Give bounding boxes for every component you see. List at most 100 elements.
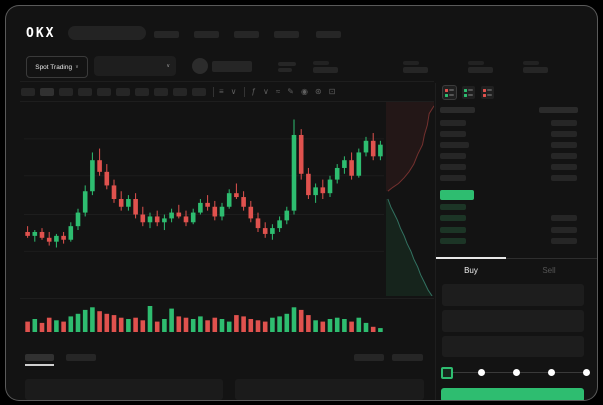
volume-bar xyxy=(126,319,131,332)
nav-item[interactable] xyxy=(316,31,341,38)
candle-body xyxy=(147,216,153,223)
amount-slider[interactable] xyxy=(441,367,590,379)
candle-body xyxy=(241,197,246,207)
book-bids-icon[interactable] xyxy=(462,86,475,99)
camera-icon[interactable]: ◉ xyxy=(300,87,308,96)
candle-body xyxy=(262,228,268,234)
symbol-selector[interactable]: ∨ xyxy=(94,56,176,76)
bid-row-price[interactable] xyxy=(440,215,466,222)
timeframe-button[interactable] xyxy=(78,88,92,96)
buy-submit-button[interactable] xyxy=(441,388,584,400)
chart-type-icon[interactable]: ≡ xyxy=(219,87,224,96)
chevron-down-icon[interactable]: ∨ xyxy=(262,87,269,96)
slider-stop[interactable] xyxy=(548,369,555,376)
timeframe-button[interactable] xyxy=(135,88,149,96)
volume-bar xyxy=(140,320,146,332)
candle-body xyxy=(226,193,232,207)
candle-body xyxy=(140,214,146,223)
history-panel xyxy=(235,379,424,400)
volume-bar xyxy=(363,322,369,332)
nav-item[interactable] xyxy=(194,31,219,38)
ask-row-amount[interactable] xyxy=(551,153,577,159)
nav-item[interactable] xyxy=(154,31,179,38)
bid-row-price[interactable] xyxy=(440,237,466,244)
volume-bar xyxy=(162,319,167,332)
bid-row-amount[interactable] xyxy=(551,226,577,233)
app-window: OKX Spot Trading ∨ ∨ ≡ ∨ ƒ ∨ ≈ ✎ ◉ ⊛ ⊡ Buy Sell xyxy=(5,5,598,401)
symbol-name-skeleton xyxy=(212,61,252,72)
amount-field[interactable] xyxy=(442,310,584,332)
ask-row-price[interactable] xyxy=(440,164,466,170)
volume-bar xyxy=(255,320,261,332)
candle-body xyxy=(284,210,290,221)
draw-icon[interactable]: ✎ xyxy=(287,87,294,96)
settings-icon[interactable]: ⊛ xyxy=(314,87,322,96)
timeframe-button[interactable] xyxy=(173,88,187,96)
nav-item[interactable] xyxy=(234,31,259,38)
ask-row-price[interactable] xyxy=(440,131,466,137)
tab-buy[interactable]: Buy xyxy=(464,266,478,275)
ask-row-amount[interactable] xyxy=(551,164,577,170)
volume-bar xyxy=(306,315,311,332)
ask-row-amount[interactable] xyxy=(551,120,577,126)
bid-row-price[interactable] xyxy=(440,204,466,210)
timeframe-button[interactable] xyxy=(40,88,54,96)
volume-bar xyxy=(147,306,153,332)
ask-row-amount[interactable] xyxy=(551,131,577,137)
volume-bar xyxy=(327,319,333,332)
slider-stop[interactable] xyxy=(513,369,520,376)
volume-bar xyxy=(90,307,95,332)
candle-body xyxy=(320,187,326,194)
candlestick-chart[interactable] xyxy=(24,102,384,296)
chevron-down-icon[interactable]: ∨ xyxy=(230,87,237,96)
bottom-tab[interactable] xyxy=(66,354,96,361)
total-field[interactable] xyxy=(442,336,584,357)
timeframe-button[interactable] xyxy=(192,88,206,96)
volume-bar xyxy=(284,313,290,332)
stat-label-skeleton xyxy=(468,61,484,65)
bottom-tab[interactable] xyxy=(354,354,384,361)
volume-bar xyxy=(356,317,362,332)
search-input[interactable] xyxy=(68,26,146,40)
nav-item[interactable] xyxy=(274,31,299,38)
timeframe-button[interactable] xyxy=(97,88,111,96)
tab-sell[interactable]: Sell xyxy=(542,266,556,275)
bid-row-price[interactable] xyxy=(440,226,466,233)
ask-row-price[interactable] xyxy=(440,120,466,126)
book-combined-icon[interactable] xyxy=(442,85,457,100)
volume-bar xyxy=(97,311,102,332)
candle-body xyxy=(46,237,52,242)
price-field[interactable] xyxy=(442,284,584,306)
fullscreen-icon[interactable]: ⊡ xyxy=(328,87,336,96)
volume-bar xyxy=(212,317,218,332)
candle-body xyxy=(183,216,189,223)
book-asks-icon[interactable] xyxy=(481,86,494,99)
timeframe-button[interactable] xyxy=(21,88,35,96)
ask-row-price[interactable] xyxy=(440,153,466,159)
ask-row-price[interactable] xyxy=(440,142,469,148)
volume-bar xyxy=(104,313,110,332)
bid-row-amount[interactable] xyxy=(551,237,577,244)
bid-row-amount[interactable] xyxy=(551,215,577,222)
candle-body xyxy=(378,144,383,157)
ask-row-amount[interactable] xyxy=(551,142,577,148)
volume-bar xyxy=(82,309,88,332)
bottom-tab[interactable] xyxy=(25,354,54,361)
slider-stop[interactable] xyxy=(583,369,590,376)
volume-bar xyxy=(370,326,376,332)
timeframe-button[interactable] xyxy=(59,88,73,96)
slider-stop[interactable] xyxy=(478,369,485,376)
candle-body xyxy=(54,235,59,242)
divider xyxy=(20,298,434,299)
market-type-selector[interactable]: Spot Trading ∨ xyxy=(26,56,88,78)
timeframe-button[interactable] xyxy=(116,88,130,96)
ask-row-amount[interactable] xyxy=(551,175,577,181)
candle-body xyxy=(277,220,282,229)
indicators-icon[interactable]: ƒ xyxy=(251,87,256,96)
line-tools-icon[interactable]: ≈ xyxy=(275,87,281,96)
ask-row-price[interactable] xyxy=(440,175,466,181)
bottom-tab[interactable] xyxy=(392,354,423,361)
slider-stop[interactable] xyxy=(441,367,453,379)
ob-header-price xyxy=(440,107,475,113)
timeframe-button[interactable] xyxy=(154,88,168,96)
